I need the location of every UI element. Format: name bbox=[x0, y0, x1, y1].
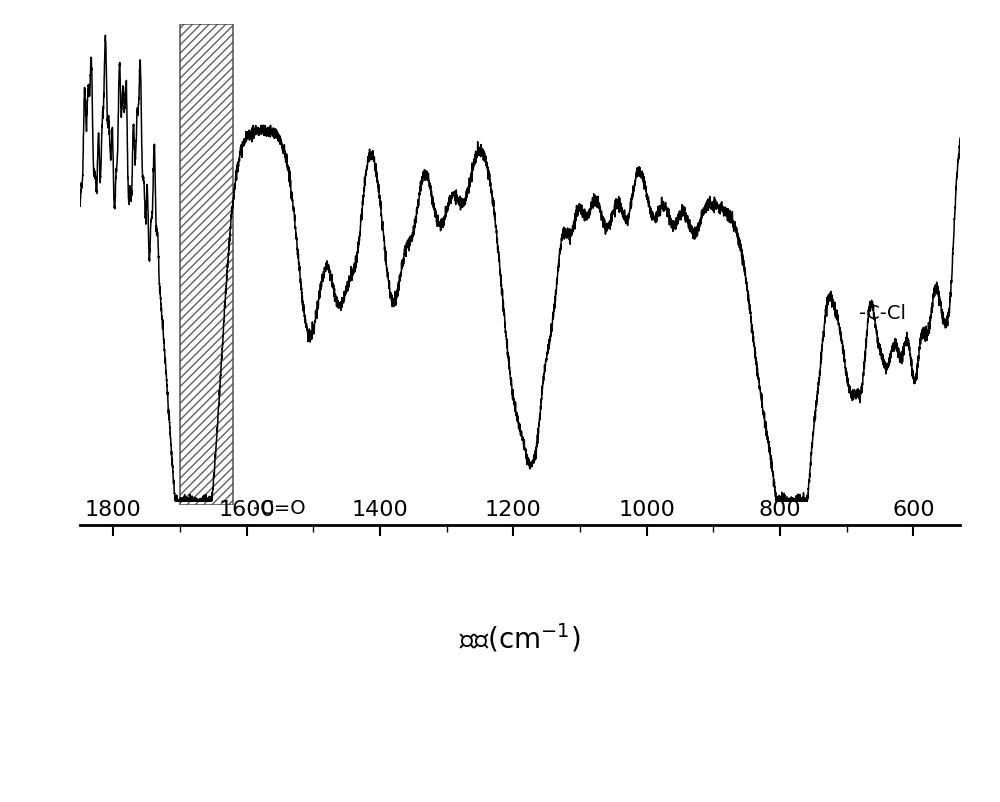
Text: 波数(cm$^{-1}$): 波数(cm$^{-1}$) bbox=[459, 621, 581, 654]
Bar bbox=[180, 24, 233, 505]
Text: -C-Cl: -C-Cl bbox=[859, 304, 906, 323]
Text: -C=O: -C=O bbox=[253, 499, 306, 518]
